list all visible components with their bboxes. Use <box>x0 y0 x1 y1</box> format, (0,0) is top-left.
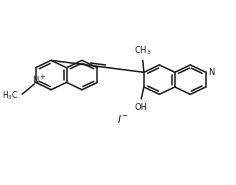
Text: N: N <box>32 76 39 85</box>
Text: N: N <box>208 68 215 77</box>
Text: CH$_3$: CH$_3$ <box>134 44 152 57</box>
Text: OH: OH <box>135 103 148 112</box>
Text: H$_3$C: H$_3$C <box>2 89 18 102</box>
Text: I$^-$: I$^-$ <box>117 113 128 125</box>
Text: +: + <box>39 74 45 80</box>
